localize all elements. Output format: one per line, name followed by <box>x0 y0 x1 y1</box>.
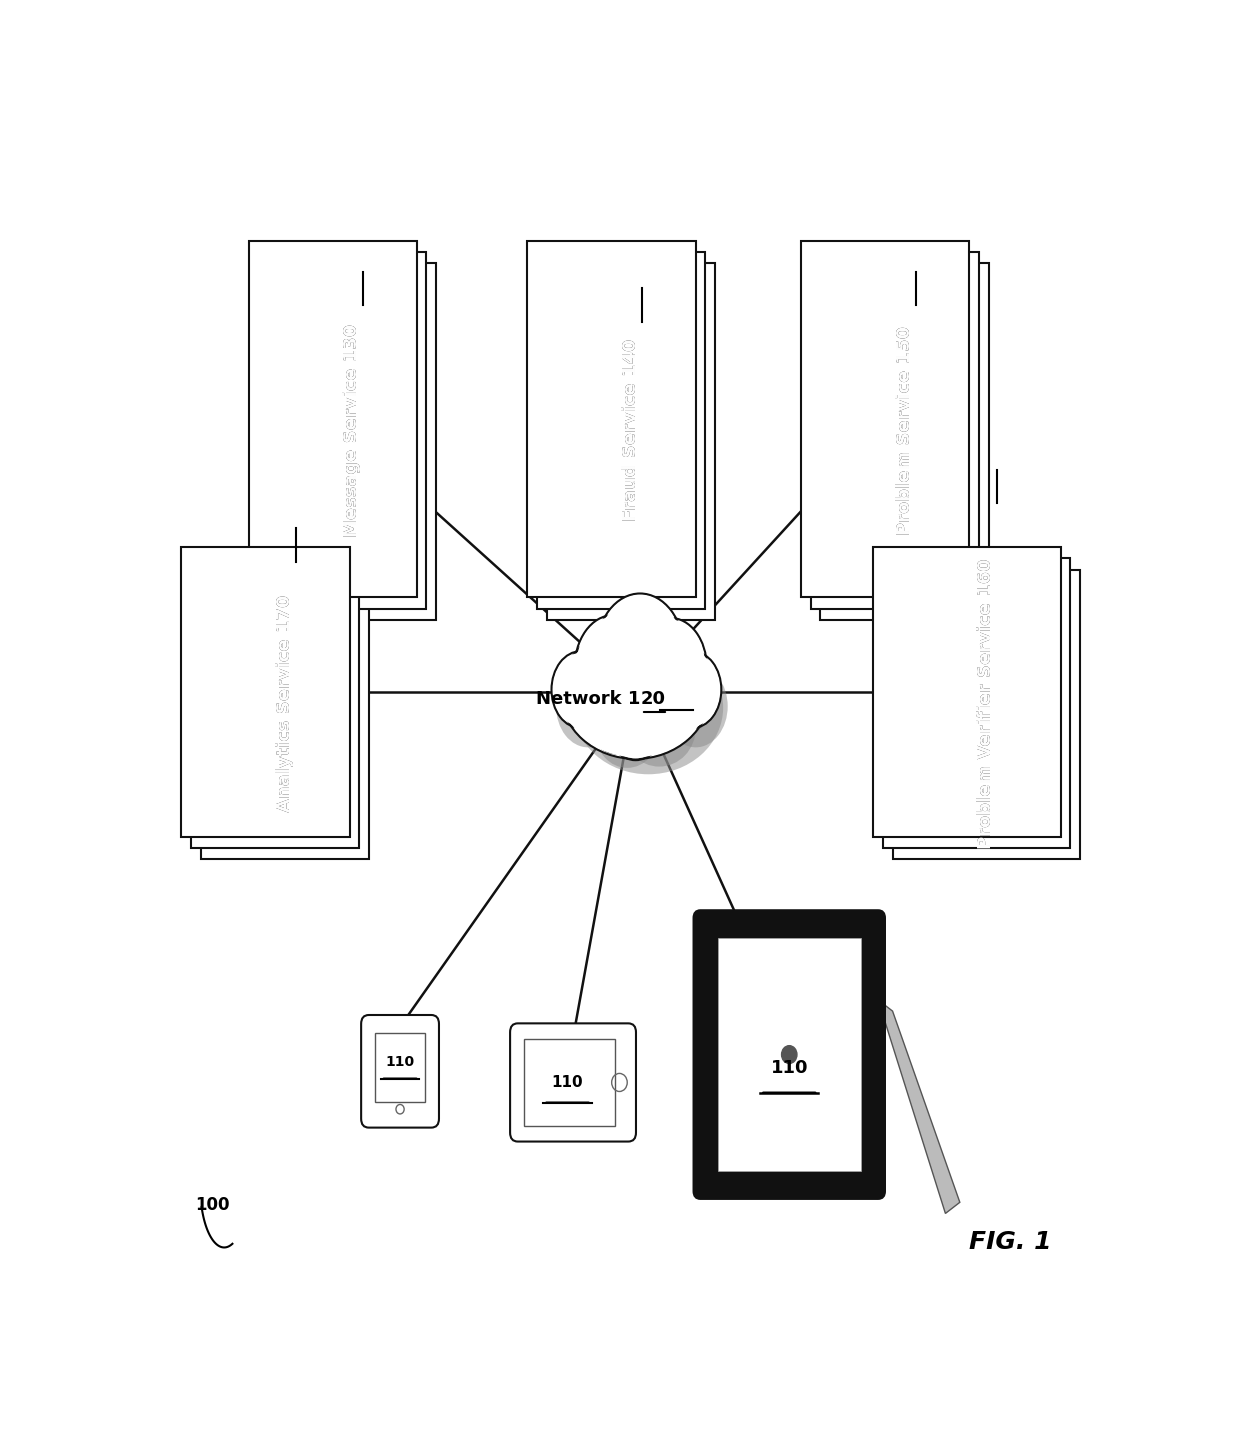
Ellipse shape <box>637 639 714 741</box>
Text: Problem Verifier Service 160: Problem Verifier Service 160 <box>977 557 996 849</box>
Text: 110: 110 <box>770 1060 808 1077</box>
Ellipse shape <box>608 696 663 760</box>
Text: Message Service 130: Message Service 130 <box>343 323 361 537</box>
FancyBboxPatch shape <box>694 911 884 1197</box>
FancyBboxPatch shape <box>547 264 714 620</box>
Ellipse shape <box>577 636 660 752</box>
FancyBboxPatch shape <box>201 569 368 860</box>
FancyBboxPatch shape <box>811 252 980 608</box>
Text: FIG. 1: FIG. 1 <box>968 1229 1052 1254</box>
FancyBboxPatch shape <box>801 240 970 598</box>
Ellipse shape <box>663 665 728 747</box>
FancyBboxPatch shape <box>361 1015 439 1128</box>
Ellipse shape <box>620 681 687 750</box>
Ellipse shape <box>575 617 650 721</box>
Text: Fraud Service 140: Fraud Service 140 <box>621 339 640 521</box>
Text: Network 1: Network 1 <box>536 689 640 708</box>
Ellipse shape <box>552 652 610 728</box>
FancyBboxPatch shape <box>821 264 988 620</box>
Ellipse shape <box>560 626 711 759</box>
FancyBboxPatch shape <box>181 547 350 837</box>
Ellipse shape <box>587 688 651 754</box>
Text: Analytics Service 170: Analytics Service 170 <box>275 595 294 812</box>
FancyBboxPatch shape <box>510 1024 636 1141</box>
Text: Message Service 130: Message Service 130 <box>343 323 361 537</box>
FancyBboxPatch shape <box>268 264 436 620</box>
Text: 110: 110 <box>386 1054 414 1069</box>
FancyBboxPatch shape <box>537 252 706 608</box>
Text: 20: 20 <box>641 689 666 708</box>
Ellipse shape <box>635 620 706 714</box>
FancyBboxPatch shape <box>883 559 1070 849</box>
FancyBboxPatch shape <box>249 240 417 598</box>
FancyBboxPatch shape <box>718 938 861 1171</box>
Ellipse shape <box>619 679 688 752</box>
Polygon shape <box>878 1001 960 1213</box>
Ellipse shape <box>595 696 660 767</box>
Text: 110: 110 <box>552 1074 583 1090</box>
Text: Problem Verifier Service 160: Problem Verifier Service 160 <box>977 557 996 849</box>
Text: 100: 100 <box>196 1196 229 1213</box>
FancyBboxPatch shape <box>527 240 696 598</box>
Text: Analytics Service 170: Analytics Service 170 <box>275 595 294 812</box>
Text: Fraud Service 140: Fraud Service 140 <box>621 339 640 521</box>
Text: Problem Service 150: Problem Service 150 <box>895 326 914 534</box>
Circle shape <box>781 1045 797 1063</box>
Ellipse shape <box>610 698 661 759</box>
Ellipse shape <box>663 652 722 728</box>
Ellipse shape <box>622 689 696 766</box>
Ellipse shape <box>556 665 620 747</box>
Ellipse shape <box>553 653 609 727</box>
Ellipse shape <box>665 653 720 727</box>
Ellipse shape <box>573 641 723 775</box>
Ellipse shape <box>596 594 684 710</box>
FancyBboxPatch shape <box>525 1040 615 1125</box>
Ellipse shape <box>598 595 682 707</box>
FancyBboxPatch shape <box>258 252 427 608</box>
Ellipse shape <box>634 618 707 715</box>
FancyBboxPatch shape <box>374 1034 425 1102</box>
Ellipse shape <box>589 689 650 752</box>
Ellipse shape <box>574 615 651 723</box>
Text: Problem Service 150: Problem Service 150 <box>895 326 914 534</box>
FancyBboxPatch shape <box>893 569 1080 860</box>
Ellipse shape <box>600 617 691 733</box>
FancyBboxPatch shape <box>873 547 1060 837</box>
FancyBboxPatch shape <box>191 559 360 849</box>
Ellipse shape <box>562 627 709 757</box>
